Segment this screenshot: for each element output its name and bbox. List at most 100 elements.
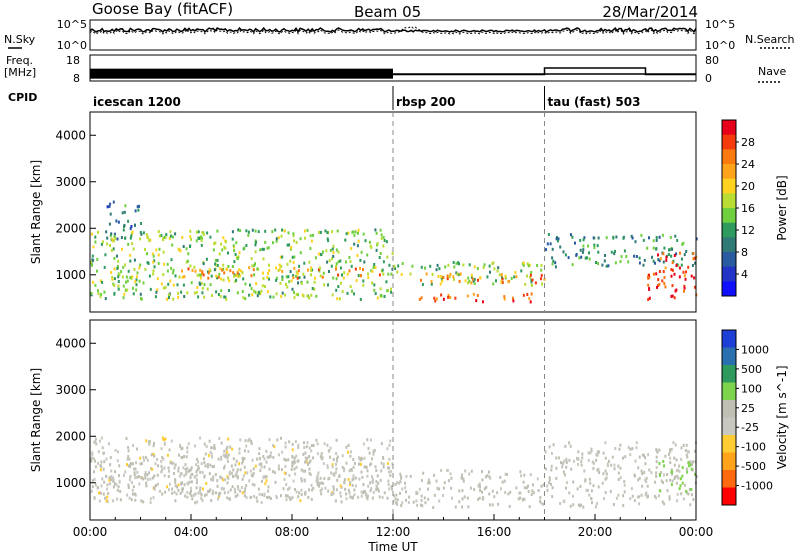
echo-cell — [592, 236, 595, 240]
echo-cell — [368, 451, 371, 455]
echo-cell — [665, 258, 668, 262]
xtick-label-4: 16:00 — [477, 525, 512, 539]
echo-cell — [388, 470, 391, 474]
echo-cell — [671, 261, 674, 265]
echo-cell — [198, 237, 201, 240]
echo-cell — [331, 463, 334, 467]
echo-cell — [347, 231, 350, 235]
echo-cell — [619, 466, 622, 470]
echo-cell — [306, 280, 309, 284]
echo-cell — [337, 260, 340, 264]
echo-cell — [640, 469, 643, 473]
echo-cell — [177, 469, 180, 473]
power-ytick-label-3: 4000 — [55, 128, 86, 142]
echo-cell — [678, 464, 681, 468]
power-cbar-label-2: 20 — [741, 180, 755, 193]
nsky-tick-top: 10^5 — [57, 18, 87, 31]
echo-cell — [256, 457, 259, 461]
echo-cell — [106, 483, 109, 487]
echo-cell — [164, 437, 167, 441]
echo-cell — [113, 232, 116, 236]
echo-cell — [300, 477, 303, 481]
echo-cell — [416, 503, 419, 507]
echo-cell — [94, 483, 97, 487]
echo-cell — [233, 487, 236, 491]
echo-cell — [386, 289, 389, 293]
echo-cell — [126, 279, 129, 283]
echo-cell — [162, 286, 165, 290]
echo-cell — [515, 275, 518, 279]
echo-cell — [441, 279, 444, 283]
echo-cell — [129, 253, 132, 257]
echo-cell — [288, 495, 291, 499]
echo-cell — [145, 484, 148, 488]
echo-cell — [131, 488, 134, 492]
echo-cell — [670, 274, 673, 278]
echo-cell — [577, 457, 580, 461]
echo-cell — [622, 456, 624, 460]
echo-cell — [226, 481, 229, 485]
echo-cell — [618, 447, 621, 451]
echo-cell — [313, 280, 316, 284]
echo-cell — [151, 467, 154, 471]
echo-cell — [641, 453, 644, 457]
echo-cell — [522, 480, 525, 484]
echo-cell — [476, 267, 479, 270]
echo-cell — [321, 487, 323, 491]
echo-cell — [262, 271, 264, 275]
echo-cell — [691, 264, 694, 267]
echo-cell — [682, 270, 685, 274]
echo-cell — [631, 494, 634, 498]
echo-cell — [685, 443, 688, 447]
echo-cell — [559, 502, 562, 505]
echo-cell — [172, 461, 175, 465]
echo-cell — [129, 463, 132, 467]
echo-cell — [451, 496, 453, 500]
velocity-cbar-swatch-0 — [722, 330, 736, 348]
echo-cell — [116, 254, 118, 258]
echo-cell — [124, 236, 127, 240]
echo-cell — [493, 495, 496, 499]
echo-cell — [144, 267, 147, 271]
echo-cell — [692, 460, 694, 464]
echo-cell — [348, 469, 351, 473]
echo-cell — [92, 245, 95, 249]
echo-cell — [330, 264, 333, 268]
echo-cell — [235, 241, 238, 245]
echo-cell — [666, 489, 669, 493]
echo-cell — [527, 264, 530, 268]
echo-cell — [103, 460, 106, 464]
echo-cell — [520, 269, 523, 273]
echo-cell — [135, 461, 137, 465]
echo-cell — [175, 492, 178, 496]
echo-cell — [336, 229, 339, 233]
power-cbar-swatch-0 — [722, 120, 736, 136]
echo-cell — [168, 482, 171, 486]
echo-cell — [93, 470, 95, 474]
echo-cell — [155, 248, 158, 252]
echo-cell — [574, 241, 576, 245]
echo-cell — [668, 495, 671, 499]
echo-cell — [171, 243, 174, 247]
echo-cell — [187, 252, 190, 256]
echo-cell — [371, 281, 374, 285]
echo-cell — [374, 292, 377, 295]
echo-cell — [138, 482, 141, 486]
echo-cell — [263, 492, 266, 496]
echo-cell — [442, 494, 444, 497]
echo-cell — [158, 234, 161, 238]
echo-cell — [571, 263, 574, 267]
echo-cell — [603, 497, 605, 501]
echo-cell — [275, 278, 278, 282]
echo-cell — [461, 497, 464, 501]
echo-cell — [458, 262, 460, 266]
echo-cell — [169, 234, 172, 238]
echo-cell — [193, 475, 196, 479]
echo-cell — [261, 493, 264, 497]
echo-cell — [597, 250, 600, 254]
echo-cell — [344, 260, 347, 264]
echo-cell — [281, 270, 284, 273]
velocity-ytick-label-3: 4000 — [55, 336, 86, 350]
echo-cell — [245, 244, 248, 247]
echo-cell — [227, 453, 230, 457]
